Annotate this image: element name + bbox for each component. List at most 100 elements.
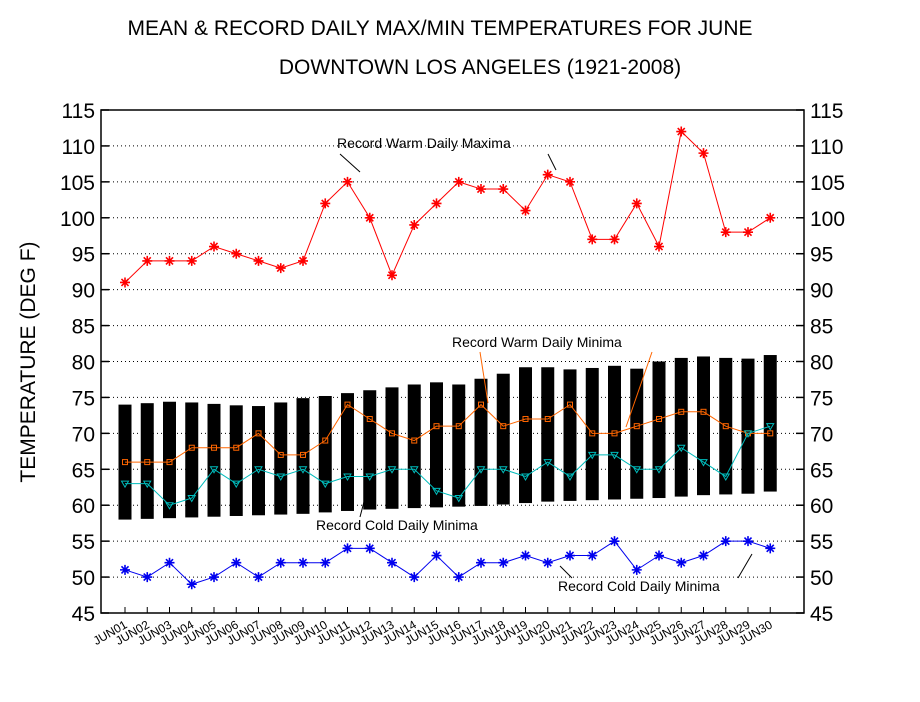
point-cold_min_mean-jun03 xyxy=(165,502,174,510)
mean-bar-jun07 xyxy=(252,406,265,516)
point-cold_min-jun28 xyxy=(720,536,731,547)
mean-bar-jun02 xyxy=(140,403,154,519)
point-cold_min_mean-jun01 xyxy=(120,480,130,489)
point-cold_min-jun17 xyxy=(476,557,486,568)
point-warm_min-jun12 xyxy=(366,415,373,422)
point-cold_min-jun11 xyxy=(342,543,353,554)
ytick-left-label-60: 60 xyxy=(72,495,95,518)
mean-bar-jun05 xyxy=(207,403,221,517)
series-line-cold_min xyxy=(124,540,771,585)
mean-bar-jun27 xyxy=(697,356,710,496)
point-warm_min-jun14 xyxy=(411,437,418,444)
point-warm_min-jun19 xyxy=(522,415,529,422)
point-warm_min-jun01 xyxy=(122,459,128,466)
point-cold_min_mean-jun04 xyxy=(187,495,197,503)
point-cold_min_mean-jun05 xyxy=(209,466,219,474)
point-cold_min_mean-jun23 xyxy=(610,451,619,460)
series-line-cold_min_mean xyxy=(125,425,771,506)
point-warm_max-jun03 xyxy=(164,255,175,266)
point-warm_max-jun17 xyxy=(476,184,486,195)
point-warm_max-jun19 xyxy=(520,205,531,216)
ytick-left-label-50: 50 xyxy=(72,567,95,590)
ytick-right-label-100: 100 xyxy=(810,208,845,231)
point-warm_min-jun25 xyxy=(656,415,662,422)
point-warm_min-jun06 xyxy=(233,444,240,451)
point-cold_min-jun12 xyxy=(364,543,375,554)
ytick-right-label-105: 105 xyxy=(810,172,845,195)
point-warm_max-jun05 xyxy=(209,241,219,252)
point-cold_min_mean-jun30 xyxy=(765,423,775,431)
annotation-pointer-warm-max-left xyxy=(339,153,361,173)
point-cold_min-jun08 xyxy=(275,557,286,568)
ytick-right-label-60: 60 xyxy=(810,495,833,518)
annotation-record-cold-daily-minima-lower: Record Cold Daily Minima xyxy=(558,578,720,594)
ytick-left-label-80: 80 xyxy=(72,352,95,375)
point-warm_min-jun03 xyxy=(166,459,173,466)
point-warm_max-jun15 xyxy=(431,198,442,209)
point-warm_max-jun14 xyxy=(409,219,420,230)
point-warm_max-jun27 xyxy=(698,148,709,159)
point-cold_min-jun07 xyxy=(253,572,264,583)
point-cold_min-jun19 xyxy=(520,550,531,561)
point-cold_min-jun01 xyxy=(120,564,130,575)
ytick-left-label-105: 105 xyxy=(60,172,95,195)
mean-bar-jun18 xyxy=(496,373,510,505)
point-cold_min-jun27 xyxy=(698,550,709,561)
point-cold_min-jun10 xyxy=(320,557,331,568)
point-warm_min-jun04 xyxy=(188,444,195,451)
annotation-pointer-warm-min-left xyxy=(479,351,489,404)
annotation-pointer-cold-min-lower-right xyxy=(737,553,753,579)
point-cold_min_mean-jun07 xyxy=(254,466,263,474)
axes: 45 45 50 50 55 55 60 60 65 65 70 70 75 75 80 80 85 85 90 90… xyxy=(60,100,845,648)
point-cold_min-jun20 xyxy=(542,557,553,568)
mean-bar-jun10 xyxy=(318,395,332,513)
point-warm_min-jun23 xyxy=(611,430,618,437)
point-warm_min-jun11 xyxy=(344,401,351,408)
mean-bar-jun29 xyxy=(741,358,755,494)
point-warm_min-jun18 xyxy=(500,423,507,430)
point-cold_min_mean-jun09 xyxy=(298,466,308,474)
point-warm_max-jun04 xyxy=(186,255,197,266)
ytick-left-label-70: 70 xyxy=(72,423,95,446)
point-warm_max-jun01 xyxy=(120,277,130,288)
point-cold_min_mean-jun26 xyxy=(676,444,686,453)
annotations: Record Warm Daily Maxima Record Warm Dail… xyxy=(316,135,753,594)
mean-bar-jun25 xyxy=(652,361,666,499)
mean-bar-jun14 xyxy=(407,384,421,509)
mean-bar-jun17 xyxy=(474,378,488,506)
point-warm_min-jun02 xyxy=(144,459,151,466)
point-cold_min_mean-jun02 xyxy=(142,480,152,489)
ytick-left-label-100: 100 xyxy=(60,208,95,231)
point-cold_min-jun21 xyxy=(565,550,575,561)
point-warm_max-jun20 xyxy=(542,169,553,180)
point-cold_min_mean-jun15 xyxy=(432,487,441,496)
point-warm_min-jun05 xyxy=(211,444,217,451)
point-cold_min-jun09 xyxy=(298,557,308,568)
point-warm_min-jun24 xyxy=(633,423,640,430)
point-cold_min_mean-jun14 xyxy=(409,466,419,474)
point-cold_min_mean-jun20 xyxy=(543,459,553,467)
ytick-right-label-115: 115 xyxy=(810,100,843,123)
point-warm_min-jun16 xyxy=(455,423,462,430)
mean-bar-jun26 xyxy=(674,357,688,497)
mean-bar-jun22 xyxy=(585,367,599,501)
point-warm_max-jun11 xyxy=(342,176,353,187)
point-warm_min-jun27 xyxy=(700,408,707,415)
point-cold_min-jun16 xyxy=(453,572,464,583)
ytick-right-label-95: 95 xyxy=(810,244,833,267)
point-warm_min-jun20 xyxy=(544,415,551,422)
ytick-right-label-85: 85 xyxy=(810,316,833,339)
mean-bar-jun09 xyxy=(296,398,310,514)
point-cold_min-jun18 xyxy=(498,557,509,568)
point-warm_min-jun15 xyxy=(433,423,440,430)
ytick-right-label-45: 45 xyxy=(810,603,833,626)
mean-bar-jun16 xyxy=(452,384,466,507)
point-cold_min_mean-jun06 xyxy=(231,480,241,489)
point-warm_max-jun12 xyxy=(364,212,375,223)
point-cold_min_mean-jun24 xyxy=(632,466,642,474)
point-cold_min_mean-jun10 xyxy=(320,480,330,489)
point-warm_max-jun26 xyxy=(676,126,687,137)
point-cold_min_mean-jun11 xyxy=(343,473,352,481)
point-cold_min_mean-jun27 xyxy=(699,459,708,467)
point-cold_min_mean-jun13 xyxy=(387,466,397,474)
